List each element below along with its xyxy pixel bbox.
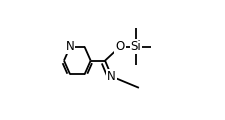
Text: N: N — [65, 40, 74, 53]
Text: O: O — [115, 40, 124, 53]
Text: Si: Si — [130, 40, 141, 53]
Text: N: N — [107, 70, 116, 83]
